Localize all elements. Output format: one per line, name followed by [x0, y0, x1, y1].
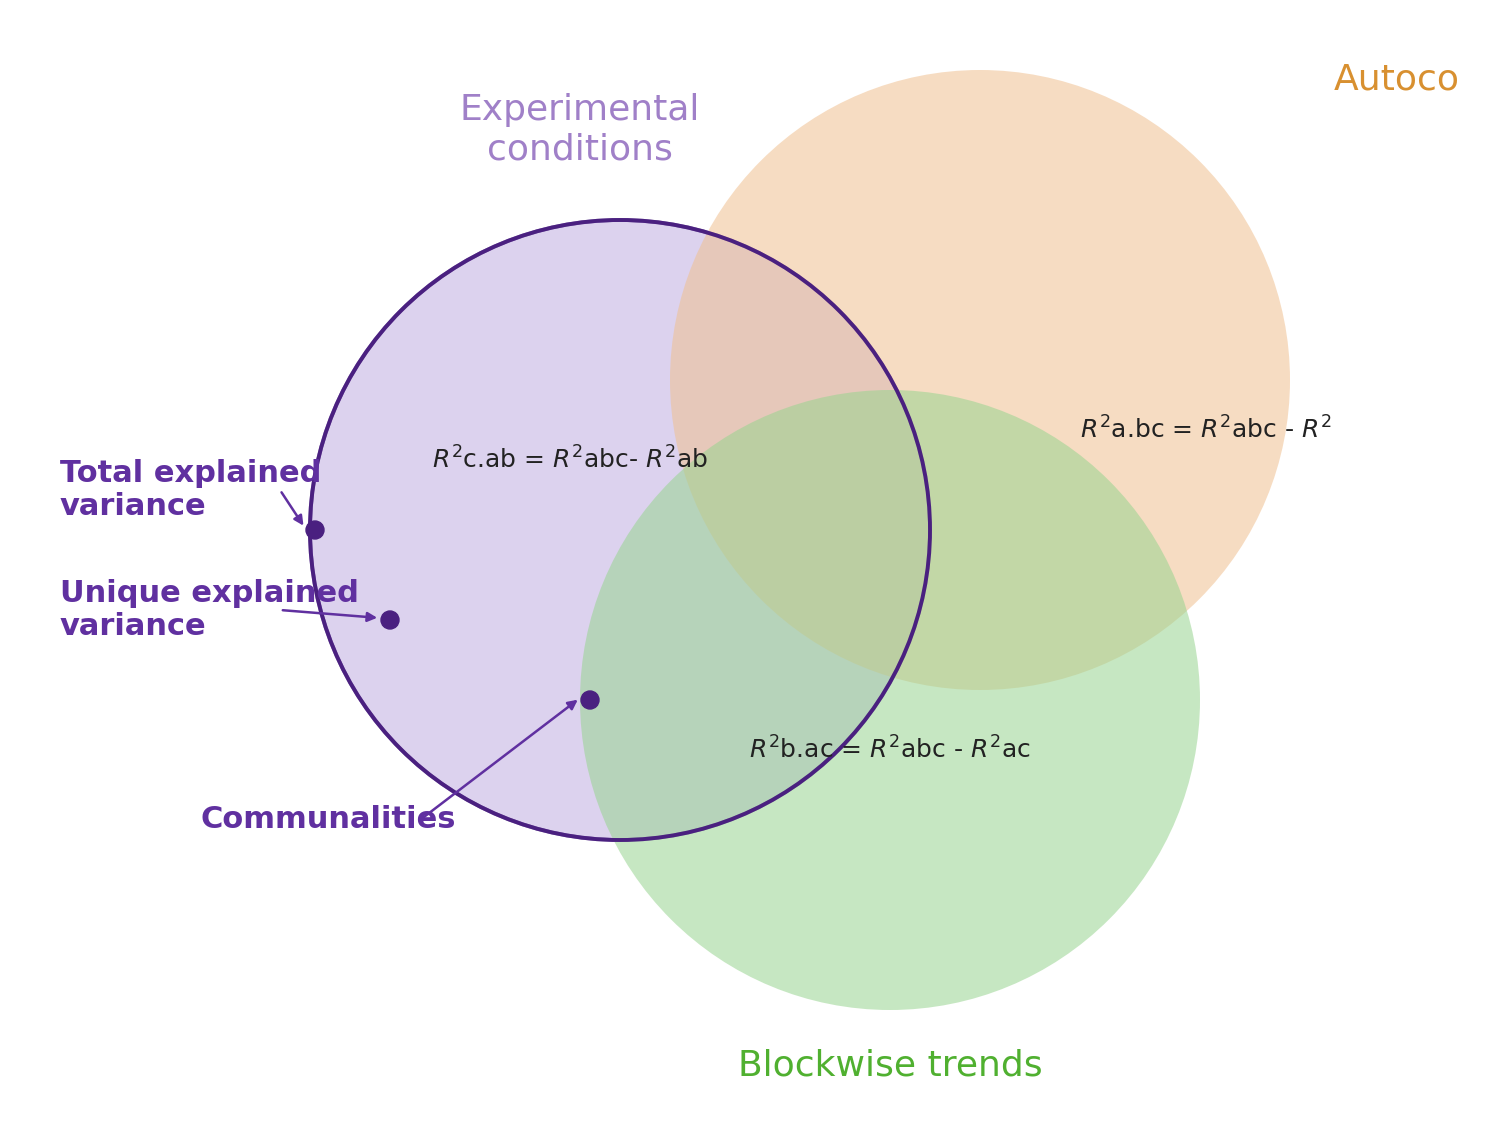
Text: $R^2$b.ac = $R^2$abc - $R^2$ac: $R^2$b.ac = $R^2$abc - $R^2$ac — [748, 737, 1031, 764]
Circle shape — [581, 691, 599, 709]
Circle shape — [306, 521, 324, 539]
Circle shape — [309, 220, 930, 840]
Text: $R^2$c.ab = $R^2$abc- $R^2$ab: $R^2$c.ab = $R^2$abc- $R^2$ab — [432, 446, 708, 473]
Text: $R^2$a.bc = $R^2$abc - $R^2$: $R^2$a.bc = $R^2$abc - $R^2$ — [1080, 417, 1332, 444]
Text: Autoco: Autoco — [1334, 63, 1461, 97]
Text: Experimental
conditions: Experimental conditions — [460, 93, 700, 166]
Text: Unique explained
variance: Unique explained variance — [60, 578, 359, 642]
Circle shape — [380, 611, 398, 629]
Circle shape — [579, 391, 1200, 1010]
Text: Total explained
variance: Total explained variance — [60, 458, 321, 522]
Text: Communalities: Communalities — [201, 806, 456, 834]
Circle shape — [670, 70, 1290, 691]
Text: Blockwise trends: Blockwise trends — [738, 1048, 1043, 1082]
